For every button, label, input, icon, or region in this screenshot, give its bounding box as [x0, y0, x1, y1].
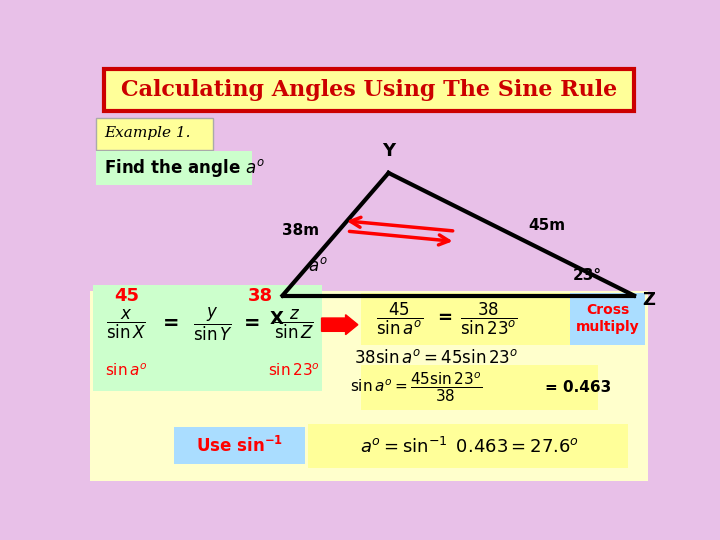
Text: X: X — [270, 310, 284, 328]
Text: =: = — [163, 314, 179, 333]
FancyBboxPatch shape — [307, 424, 629, 468]
Text: 38: 38 — [248, 287, 273, 305]
FancyBboxPatch shape — [96, 151, 252, 185]
Text: 45m: 45m — [528, 218, 565, 233]
FancyBboxPatch shape — [93, 285, 322, 391]
Text: $\sin a^o$: $\sin a^o$ — [105, 362, 148, 379]
Text: =: = — [243, 314, 260, 333]
FancyBboxPatch shape — [96, 118, 213, 150]
Text: Y: Y — [382, 143, 395, 160]
Text: $38\sin a^o = 45\sin 23^o$: $38\sin a^o = 45\sin 23^o$ — [354, 349, 518, 367]
Text: $\boldsymbol{a^o}$: $\boldsymbol{a^o}$ — [307, 257, 327, 275]
Text: $\dfrac{38}{\sin 23^o}$: $\dfrac{38}{\sin 23^o}$ — [460, 300, 518, 336]
Text: $\dfrac{x}{\sin X}$: $\dfrac{x}{\sin X}$ — [106, 308, 146, 341]
Text: $\sin a^o = \dfrac{45\sin 23^o}{38}$: $\sin a^o = \dfrac{45\sin 23^o}{38}$ — [350, 370, 482, 404]
Text: $\dfrac{z}{\sin Z}$: $\dfrac{z}{\sin Z}$ — [274, 308, 314, 341]
Bar — [90, 292, 648, 481]
FancyBboxPatch shape — [361, 365, 598, 410]
Text: $\dfrac{y}{\sin Y}$: $\dfrac{y}{\sin Y}$ — [193, 306, 233, 343]
FancyBboxPatch shape — [174, 427, 305, 464]
FancyArrow shape — [322, 315, 358, 335]
Text: Find the angle $\boldsymbol{a^o}$: Find the angle $\boldsymbol{a^o}$ — [104, 157, 265, 179]
Text: 38m: 38m — [282, 222, 319, 238]
FancyBboxPatch shape — [361, 294, 572, 346]
Text: $a^o = \sin^{-1}\ 0.463 = 27.6^o$: $a^o = \sin^{-1}\ 0.463 = 27.6^o$ — [360, 436, 579, 456]
Text: Cross
multiply: Cross multiply — [576, 303, 639, 334]
Text: Use $\mathbf{sin^{-1}}$: Use $\mathbf{sin^{-1}}$ — [196, 436, 283, 456]
Bar — [90, 65, 648, 292]
Text: = 0.463: = 0.463 — [545, 380, 611, 395]
Text: =: = — [437, 309, 452, 327]
Text: $\dfrac{45}{\sin a^o}$: $\dfrac{45}{\sin a^o}$ — [376, 300, 423, 336]
Text: 23°: 23° — [572, 268, 602, 283]
Text: 45: 45 — [114, 287, 139, 305]
FancyBboxPatch shape — [570, 294, 645, 346]
Text: Example 1.: Example 1. — [104, 126, 191, 140]
Text: Z: Z — [642, 291, 655, 309]
Text: Calculating Angles Using The Sine Rule: Calculating Angles Using The Sine Rule — [121, 79, 617, 101]
Text: $\sin 23^o$: $\sin 23^o$ — [268, 362, 320, 379]
FancyBboxPatch shape — [104, 69, 634, 111]
